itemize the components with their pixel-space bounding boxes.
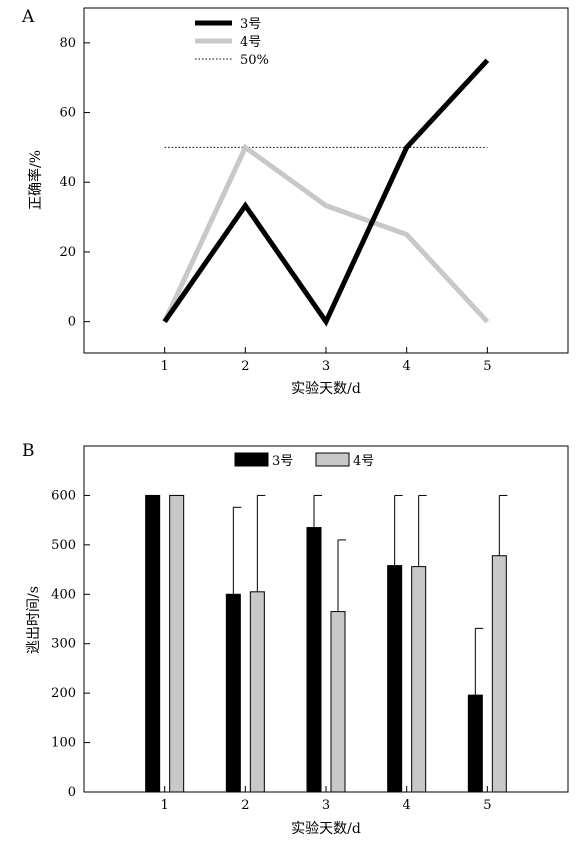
series-line-3 xyxy=(162,58,490,327)
x-tick-label: 5 xyxy=(483,798,491,813)
x-tick-label: 2 xyxy=(241,798,249,813)
y-tick-label: 0 xyxy=(68,315,76,330)
panel-b-y-axis-label: 逃出时间/s xyxy=(26,586,42,654)
panel-a-y-axis-label: 正确率/% xyxy=(27,150,44,210)
y-tick-label: 80 xyxy=(59,36,76,51)
y-tick-label: 100 xyxy=(51,736,76,751)
x-tick-label: 3 xyxy=(322,359,330,374)
y-tick-label: 60 xyxy=(59,106,76,121)
panel-a-y-axis: 0 20 40 60 80 xyxy=(59,36,90,330)
bar-3 xyxy=(467,694,483,793)
bar-3 xyxy=(225,593,241,793)
bar-3 xyxy=(387,565,403,793)
x-tick-label: 1 xyxy=(161,798,169,813)
panel-b-y-axis: 0 100 200 300 400 500 600 xyxy=(51,488,90,800)
bar-3 xyxy=(145,494,161,793)
legend-label-50: 50% xyxy=(240,53,269,68)
bar-4 xyxy=(330,611,346,793)
y-tick-label: 500 xyxy=(51,538,76,553)
panel-b-x-axis-label: 实验天数/d xyxy=(291,821,361,837)
legend-label-3: 3号 xyxy=(240,17,261,32)
panel-b-label: B xyxy=(22,441,35,461)
panel-b-x-axis: 1 2 3 4 5 xyxy=(161,786,491,813)
x-tick-label: 4 xyxy=(403,359,411,374)
bar-4 xyxy=(411,566,427,793)
legend-label-4: 4号 xyxy=(240,35,261,50)
y-tick-label: 300 xyxy=(51,637,76,652)
legend-label-3: 3号 xyxy=(272,454,293,469)
panel-a-series xyxy=(162,58,490,327)
panel-a-legend: 3号 4号 50% xyxy=(195,17,269,68)
legend-swatch-4 xyxy=(315,452,350,467)
y-tick-label: 20 xyxy=(59,245,76,260)
x-tick-label: 1 xyxy=(161,359,169,374)
legend-swatch-3 xyxy=(234,452,269,467)
y-tick-label: 600 xyxy=(51,488,76,503)
series-line-4 xyxy=(162,143,490,324)
y-tick-label: 400 xyxy=(51,587,76,602)
x-tick-label: 3 xyxy=(322,798,330,813)
panel-b-legend: 3号 4号 xyxy=(234,452,374,469)
panel-a-plot-frame xyxy=(83,7,569,354)
x-tick-label: 5 xyxy=(483,359,491,374)
bar-4 xyxy=(169,494,185,793)
legend-label-4: 4号 xyxy=(353,454,374,469)
y-tick-label: 40 xyxy=(59,175,76,190)
panel-b-bars xyxy=(145,494,508,793)
bar-3 xyxy=(306,527,322,793)
y-tick-label: 0 xyxy=(68,785,76,800)
bar-4 xyxy=(249,591,265,793)
y-tick-label: 200 xyxy=(51,686,76,701)
bar-4 xyxy=(491,555,507,793)
panel-a-x-axis-label: 实验天数/d xyxy=(291,381,361,397)
panel-a-x-axis: 1 2 3 4 5 xyxy=(161,347,491,374)
panel-a-label: A xyxy=(21,7,35,27)
panel-b: B 0 100 200 300 400 500 600 1 2 3 4 5 3号 4号 实验天数/d… xyxy=(22,441,569,837)
panel-a: A 0 20 40 60 80 1 2 3 4 5 3号 4号 50% 实验天数/d 正确率/% xyxy=(21,7,569,397)
x-tick-label: 2 xyxy=(241,359,249,374)
x-tick-label: 4 xyxy=(403,798,411,813)
